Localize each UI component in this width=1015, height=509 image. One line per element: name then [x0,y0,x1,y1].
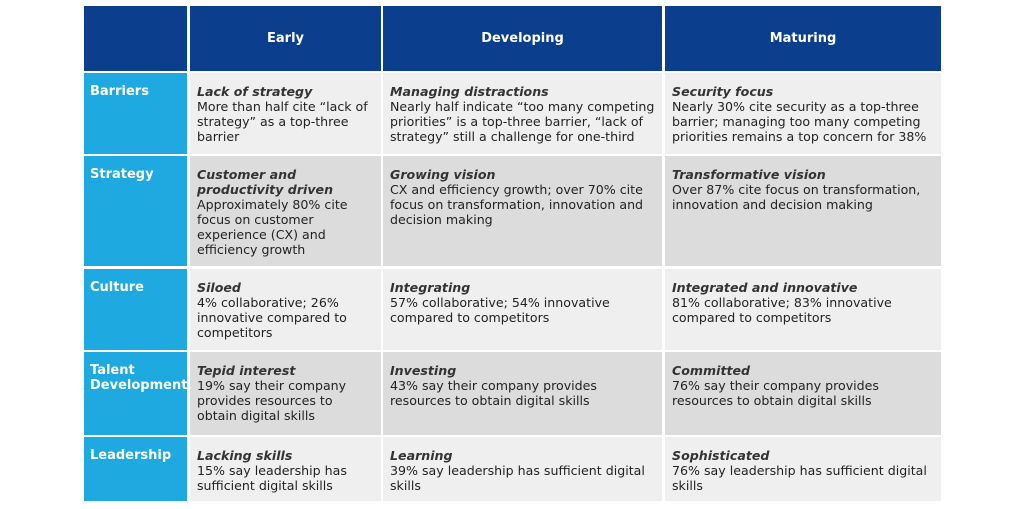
cell-title: Committed [672,363,751,378]
cell: Lacking skills 15% say leadership has suf… [190,437,381,501]
row-label: Culture [84,269,187,350]
cell: Growing vision CX and efficiency growth; … [383,156,662,266]
cell-text: More than half cite “lack of strategy” a… [197,99,368,144]
cell-title: Integrating [390,280,471,295]
cell-text: 39% say leadership has sufficient digita… [390,463,645,493]
cell-title: Tepid interest [197,363,296,378]
cell-text: Over 87% cite focus on transformation, i… [672,182,921,212]
cell-title: Siloed [197,280,241,295]
cell: Transformative vision Over 87% cite focus… [665,156,941,266]
cell: Security focus Nearly 30% cite security a… [665,73,941,154]
row-label: Strategy [84,156,187,266]
cell-text: 76% say their company provides resources… [672,378,879,408]
cell-text: CX and efficiency growth; over 70% cite … [390,182,644,227]
column-header: Developing [383,6,662,71]
cell: Tepid interest 19% say their company prov… [190,352,381,435]
cell-title: Security focus [672,84,774,99]
cell-title: Transformative vision [672,167,826,182]
cell-text: 43% say their company provides resources… [390,378,597,408]
column-header: Maturing [665,6,941,71]
cell-text: 57% collaborative; 54% innovative compar… [390,295,610,325]
header-corner [84,6,187,71]
cell-title: Customer and productivity driven [197,167,334,197]
row-label: Barriers [84,73,187,154]
cell-title: Lack of strategy [197,84,313,99]
cell: Customer and productivity driven Approxim… [190,156,381,266]
column-header: Early [190,6,381,71]
cell: Lack of strategy More than half cite “lac… [190,73,381,154]
cell: Managing distractions Nearly half indicat… [383,73,662,154]
cell-title: Integrated and innovative [672,280,858,295]
cell-title: Lacking skills [197,448,293,463]
cell-title: Growing vision [390,167,496,182]
cell: Siloed 4% collaborative; 26% innovative c… [190,269,381,350]
cell-text: 4% collaborative; 26% innovative compare… [197,295,347,340]
cell-text: Nearly half indicate “too many competing… [390,99,655,144]
cell: Integrated and innovative 81% collaborati… [665,269,941,350]
cell-title: Managing distractions [390,84,549,99]
cell-title: Learning [390,448,453,463]
cell: Committed 76% say their company provides … [665,352,941,435]
cell: Investing 43% say their company provides … [383,352,662,435]
row-label: Leadership [84,437,187,501]
cell-title: Sophisticated [672,448,770,463]
cell-text: Approximately 80% cite focus on customer… [197,197,348,257]
cell: Sophisticated 76% say leadership has suff… [665,437,941,501]
cell-text: 15% say leadership has sufficient digita… [197,463,347,493]
cell-text: Nearly 30% cite security as a top-three … [672,99,927,144]
cell-title: Investing [390,363,457,378]
cell-text: 19% say their company provides resources… [197,378,347,423]
cell-text: 76% say leadership has sufficient digita… [672,463,927,493]
cell: Learning 39% say leadership has sufficien… [383,437,662,501]
cell-text: 81% collaborative; 83% innovative compar… [672,295,892,325]
cell: Integrating 57% collaborative; 54% innova… [383,269,662,350]
row-label: Talent Development [84,352,187,435]
